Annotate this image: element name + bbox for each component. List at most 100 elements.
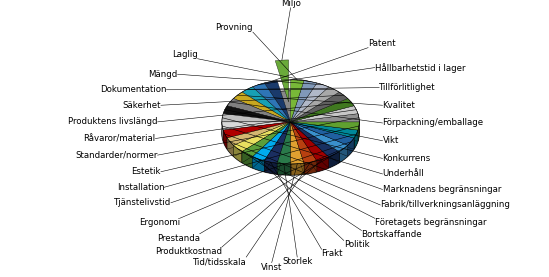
Polygon shape: [222, 122, 223, 141]
Text: Standarder/normer: Standarder/normer: [75, 151, 158, 160]
Polygon shape: [304, 161, 317, 174]
Polygon shape: [290, 122, 329, 168]
Polygon shape: [242, 152, 253, 168]
Text: Produktkostnad: Produktkostnad: [155, 247, 222, 256]
Polygon shape: [339, 145, 348, 163]
Polygon shape: [264, 122, 290, 172]
Polygon shape: [277, 122, 290, 174]
Text: Provning: Provning: [215, 23, 253, 32]
Polygon shape: [242, 122, 290, 163]
Text: Ergonomi: Ergonomi: [139, 218, 180, 227]
Text: Kvalitet: Kvalitet: [383, 101, 416, 110]
Polygon shape: [233, 122, 290, 156]
Polygon shape: [290, 122, 339, 163]
Polygon shape: [264, 122, 290, 172]
Text: Laglig: Laglig: [172, 50, 198, 59]
Polygon shape: [290, 122, 348, 156]
Polygon shape: [253, 122, 290, 168]
Polygon shape: [242, 122, 290, 163]
Polygon shape: [290, 80, 304, 122]
Text: Tid/tidsskala: Tid/tidsskala: [193, 257, 247, 266]
Polygon shape: [290, 122, 348, 156]
Polygon shape: [264, 161, 277, 174]
Polygon shape: [275, 60, 289, 102]
Polygon shape: [253, 83, 290, 122]
Text: Marknadens begränsningar: Marknadens begränsningar: [383, 185, 501, 194]
Polygon shape: [222, 91, 359, 175]
Text: Förpackning/emballage: Förpackning/emballage: [383, 119, 484, 127]
Text: Fabrik/tillverkningsanläggning: Fabrik/tillverkningsanläggning: [380, 201, 510, 209]
Polygon shape: [227, 99, 290, 122]
Polygon shape: [222, 114, 290, 122]
Polygon shape: [277, 163, 290, 175]
Polygon shape: [290, 122, 329, 161]
Polygon shape: [233, 145, 242, 163]
Polygon shape: [317, 157, 329, 172]
Polygon shape: [290, 122, 339, 163]
Polygon shape: [223, 130, 227, 149]
Polygon shape: [253, 122, 290, 161]
Polygon shape: [290, 122, 317, 163]
Polygon shape: [290, 122, 354, 149]
Polygon shape: [253, 157, 264, 172]
Polygon shape: [233, 92, 290, 122]
Polygon shape: [290, 122, 354, 149]
Polygon shape: [290, 122, 339, 157]
Polygon shape: [290, 122, 304, 174]
Text: Hållbarhetstid i lager: Hållbarhetstid i lager: [375, 63, 465, 73]
Polygon shape: [223, 122, 290, 138]
Text: Politik: Politik: [344, 240, 369, 249]
Text: Frakt: Frakt: [322, 249, 343, 258]
Polygon shape: [354, 130, 358, 149]
Polygon shape: [290, 92, 348, 122]
Polygon shape: [223, 106, 290, 122]
Text: Underhåll: Underhåll: [383, 170, 424, 178]
Polygon shape: [233, 122, 290, 152]
Polygon shape: [253, 122, 290, 168]
Polygon shape: [358, 114, 359, 133]
Polygon shape: [290, 106, 358, 122]
Polygon shape: [290, 99, 354, 122]
Polygon shape: [290, 122, 359, 133]
Polygon shape: [290, 114, 359, 122]
Text: Prestanda: Prestanda: [156, 234, 200, 243]
Polygon shape: [290, 83, 329, 122]
Polygon shape: [290, 122, 359, 133]
Polygon shape: [227, 138, 233, 156]
Polygon shape: [290, 122, 358, 141]
Text: Företagets begränsningar: Företagets begränsningar: [375, 218, 486, 227]
Polygon shape: [290, 87, 339, 122]
Polygon shape: [277, 122, 290, 174]
Polygon shape: [227, 122, 290, 149]
Text: Installation: Installation: [116, 183, 164, 192]
Polygon shape: [290, 122, 317, 172]
Text: Vinst: Vinst: [261, 263, 282, 271]
Polygon shape: [290, 122, 317, 172]
Polygon shape: [290, 122, 348, 152]
Polygon shape: [290, 81, 317, 122]
Text: Konkurrens: Konkurrens: [383, 154, 431, 163]
Polygon shape: [222, 122, 290, 130]
Polygon shape: [223, 122, 290, 141]
Text: Tillförlitlighet: Tillförlitlighet: [379, 83, 436, 92]
Polygon shape: [227, 122, 290, 145]
Text: Miljö: Miljö: [281, 0, 300, 8]
Polygon shape: [290, 122, 304, 164]
Text: Tjänstelivstid: Tjänstelivstid: [114, 198, 171, 207]
Polygon shape: [290, 122, 358, 141]
Polygon shape: [233, 122, 290, 156]
Text: Vikt: Vikt: [383, 136, 399, 145]
Polygon shape: [223, 122, 290, 141]
Polygon shape: [264, 81, 290, 122]
Polygon shape: [290, 163, 304, 175]
Text: Patent: Patent: [368, 39, 396, 48]
Polygon shape: [290, 122, 354, 145]
Text: Dokumentation: Dokumentation: [100, 85, 166, 94]
Text: Bortskaffande: Bortskaffande: [361, 230, 422, 239]
Polygon shape: [290, 122, 304, 174]
Polygon shape: [329, 152, 339, 168]
Polygon shape: [358, 122, 359, 141]
Polygon shape: [348, 138, 354, 156]
Polygon shape: [264, 122, 290, 163]
Polygon shape: [242, 122, 290, 157]
